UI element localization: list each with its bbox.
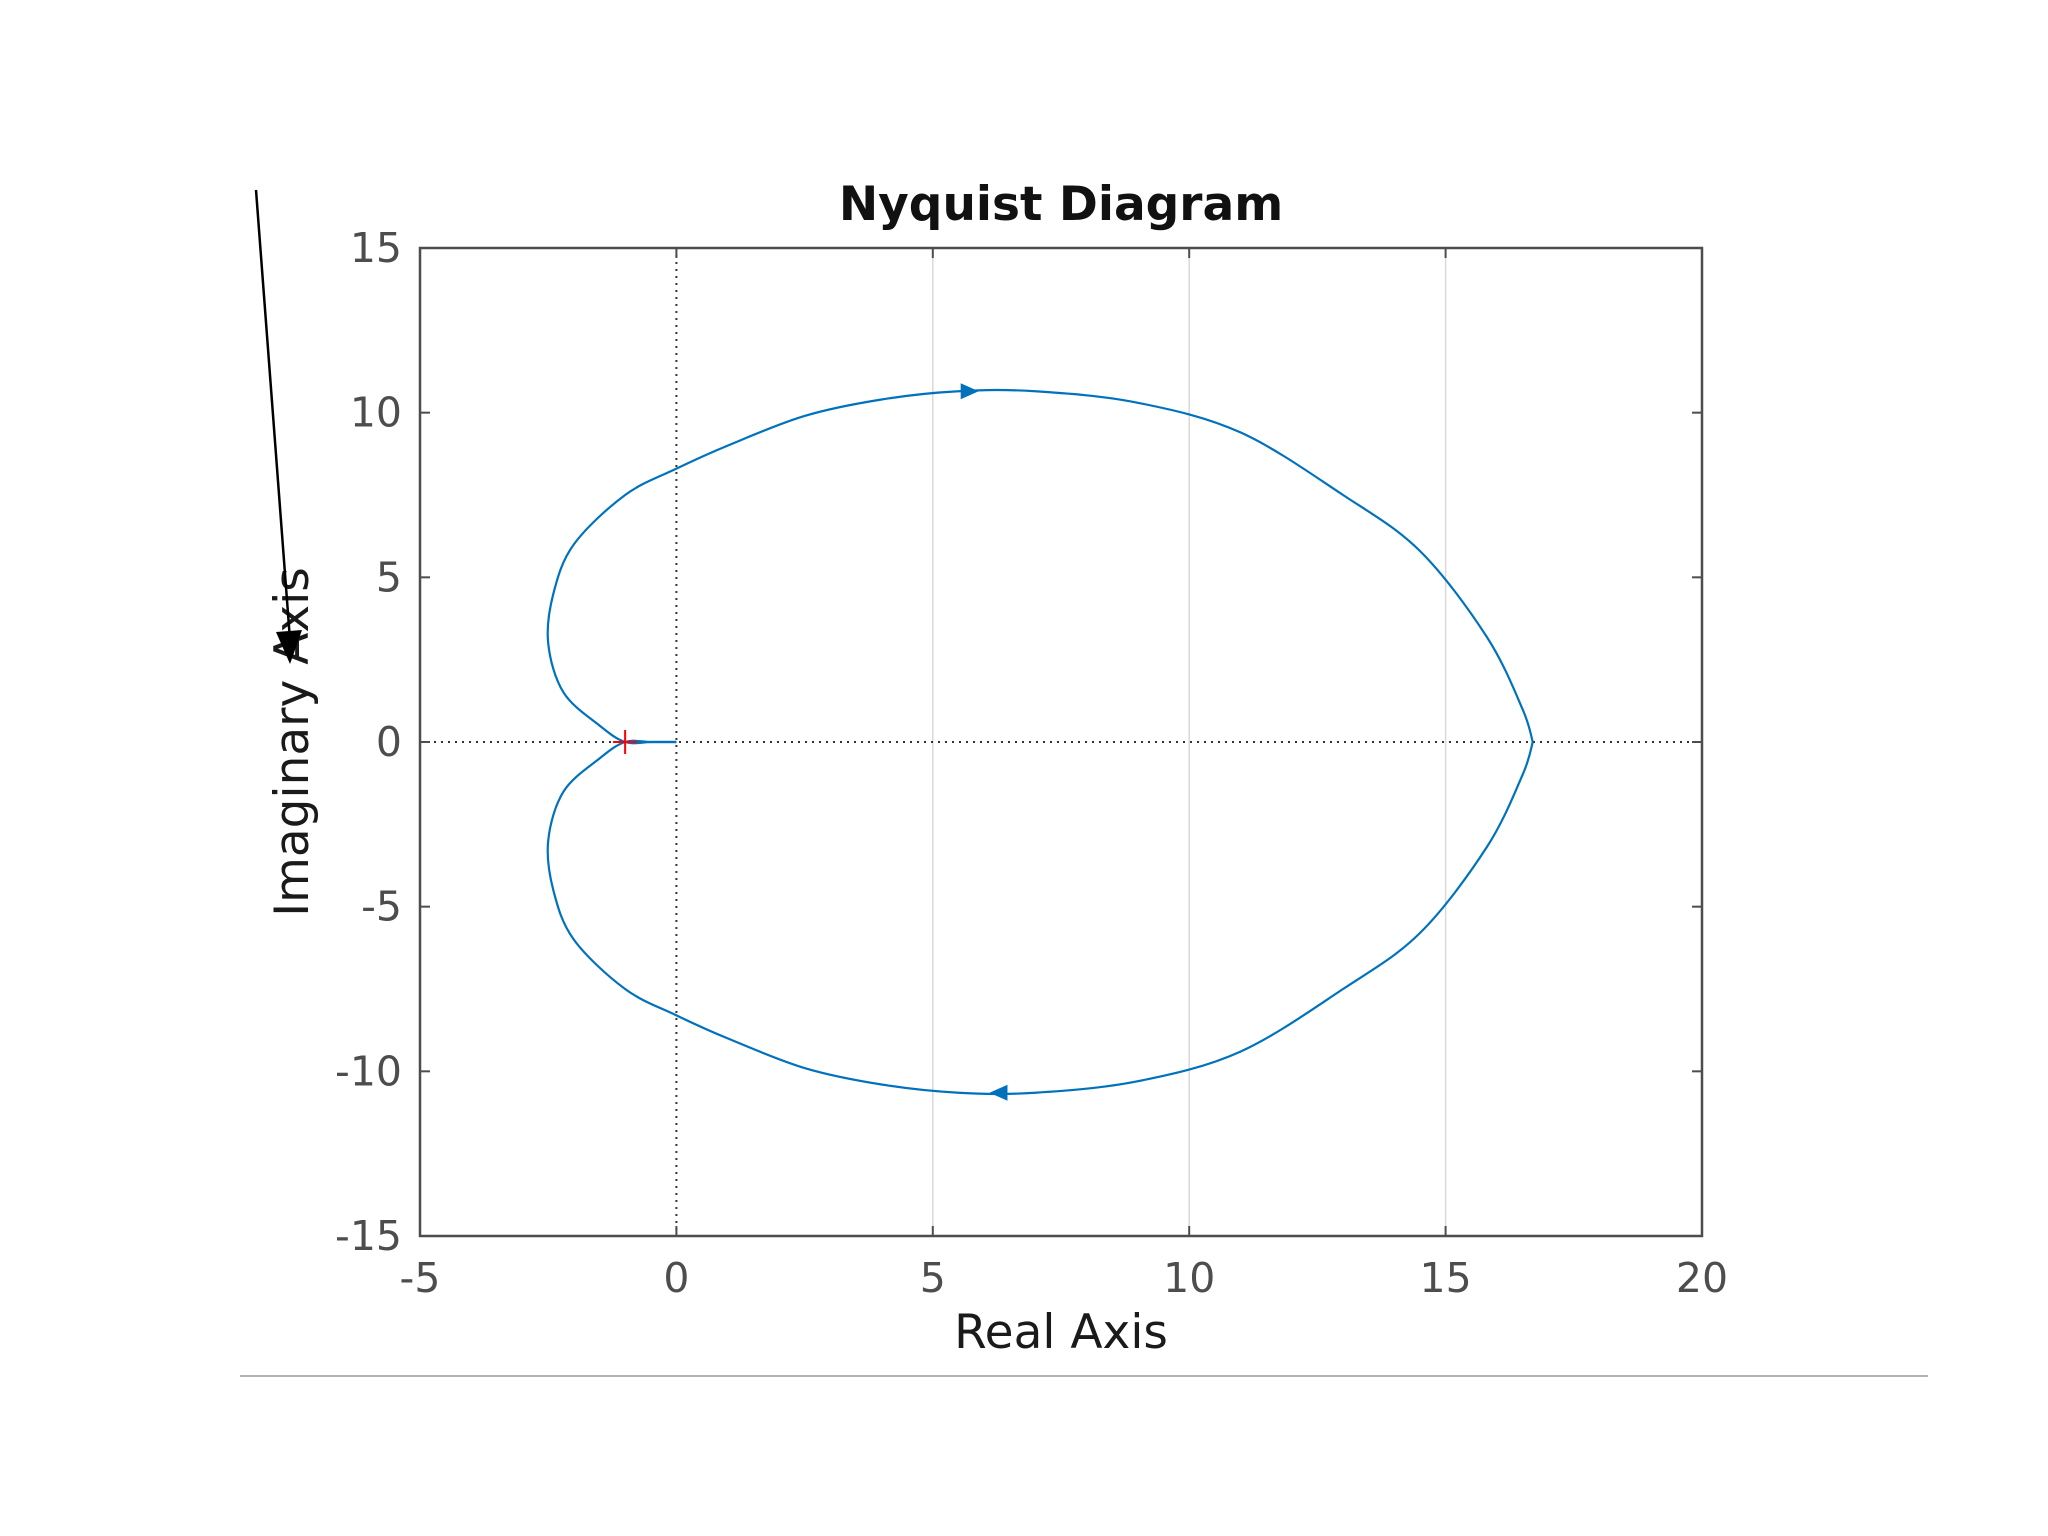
y-tick-label: 15: [350, 224, 402, 272]
nyquist-curve: [546, 388, 1534, 745]
y-tick-labels: -15 -10 -5 0 5 10 15: [335, 224, 402, 1260]
x-axis-label: Real Axis: [954, 1305, 1168, 1360]
x-tick-labels: -5 0 5 10 15 20: [400, 1254, 1729, 1302]
y-tick-label: -5: [361, 883, 402, 931]
x-tick-label: 20: [1676, 1254, 1728, 1302]
direction-arrow: [960, 383, 979, 400]
plot-background: [420, 248, 1702, 1236]
tick-marks: [419, 247, 1703, 1237]
nyquist-curve: [546, 739, 1534, 1096]
chart-title: Nyquist Diagram: [839, 177, 1283, 232]
x-tick-label: -5: [400, 1254, 441, 1302]
y-tick-label: 10: [350, 389, 402, 437]
y-tick-label: -10: [335, 1047, 402, 1095]
x-tick-label: 5: [920, 1254, 946, 1302]
direction-arrow: [989, 1084, 1008, 1101]
x-tick-label: 10: [1163, 1254, 1215, 1302]
critical-point-marker: [613, 730, 638, 754]
annotation-arrow-head: [276, 630, 302, 664]
nyquist-curves: [546, 388, 1534, 1096]
y-axis-label: Imaginary Axis: [265, 567, 320, 917]
x-tick-label: 15: [1420, 1254, 1472, 1302]
direction-arrows: [960, 383, 1008, 1101]
annotation-arrow-line: [254, 189, 292, 641]
y-tick-label: -15: [335, 1212, 402, 1260]
x-tick-label: 0: [663, 1254, 689, 1302]
y-tick-label: 5: [376, 553, 402, 601]
y-tick-label: 0: [376, 718, 402, 766]
